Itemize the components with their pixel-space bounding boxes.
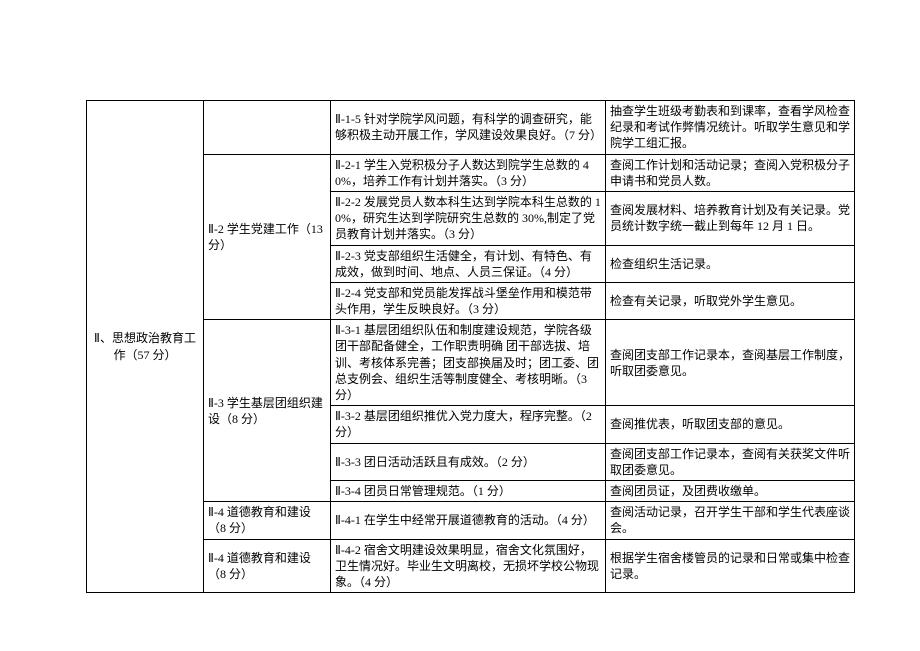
criteria-cell: Ⅱ-3-1 基层团组织队伍和制度建设规范，学院各级团干部配备健全，工作职责明确 … [331,320,606,406]
evidence-cell: 查阅推优表，听取团支部的意见。 [606,406,855,443]
evidence-cell: 查阅工作计划和活动记录；查阅入党积极分子申请书和党员人数。 [606,154,855,191]
criteria-cell: Ⅱ-3-4 团员日常管理规范。（1 分） [331,480,606,501]
criteria-cell: Ⅱ-2-4 党支部和党员能发挥战斗堡垒作用和模范带头作用，学生反映良好。（3 分… [331,282,606,319]
criteria-cell: Ⅱ-4-2 宿舍文明建设效果明显，宿舍文化氛围好，卫生情况好。毕业生文明离校，无… [331,539,606,593]
evidence-cell: 查阅团员证，及团费收缴单。 [606,480,855,501]
criteria-cell: Ⅱ-3-2 基层团组织推优入党力度大，程序完整。（2 分） [331,406,606,443]
evidence-cell: 查阅发展材料、培养教育计划及有关记录。党员统计数字统一截止到每年 12 月 1 … [606,191,855,245]
group-label-cell [204,101,331,155]
criteria-cell: Ⅱ-2-3 党支部组织生活健全，有计划、有特色、有成效，做到时间、地点、人员三保… [331,245,606,282]
criteria-cell: Ⅱ-1-5 针对学院学风问题，有科学的调查研究，能够积极主动开展工作，学风建设效… [331,101,606,155]
evidence-cell: 查阅团支部工作记录本，查阅基层工作制度，听取团委意见。 [606,320,855,406]
evidence-cell: 检查有关记录，听取党外学生意见。 [606,282,855,319]
criteria-cell: Ⅱ-4-1 在学生中经常开展道德教育的活动。（4 分） [331,502,606,539]
evidence-cell: 查阅活动记录，召开学生干部和学生代表座谈会。 [606,502,855,539]
group-label-cell: Ⅱ-4 道德教育和建设（8 分） [204,539,331,593]
section-label-cell: Ⅱ、思想政治教育工作（57 分） [87,101,204,593]
group-label-cell: Ⅱ-2 学生党建工作（13 分） [204,154,331,320]
group-label-cell: Ⅱ-4 道德教育和建设（8 分） [204,502,331,539]
evidence-cell: 查阅团支部工作记录本，查阅有关获奖文件听取团委意见。 [606,443,855,480]
criteria-cell: Ⅱ-3-3 团日活动活跃且有成效。（2 分） [331,443,606,480]
criteria-cell: Ⅱ-2-1 学生入党积极分子人数达到院学生总数的 40%，培养工作有计划并落实。… [331,154,606,191]
evidence-cell: 检查组织生活记录。 [606,245,855,282]
evaluation-table: Ⅱ、思想政治教育工作（57 分） Ⅱ-1-5 针对学院学风问题，有科学的调查研究，… [86,100,855,593]
criteria-cell: Ⅱ-2-2 发展党员人数本科生达到学院本科生总数的 10%，研究生达到学院研究生… [331,191,606,245]
group-label-cell: Ⅱ-3 学生基层团组织建设（8 分） [204,320,331,502]
evidence-cell: 抽查学生班级考勤表和到课率，查看学风检查纪录和考试作弊情况统计。听取学生意见和学… [606,101,855,155]
table-row: Ⅱ、思想政治教育工作（57 分）Ⅱ-1-5 针对学院学风问题，有科学的调查研究，… [87,101,855,155]
evidence-cell: 根据学生宿舍楼管员的记录和日常或集中检查记录。 [606,539,855,593]
